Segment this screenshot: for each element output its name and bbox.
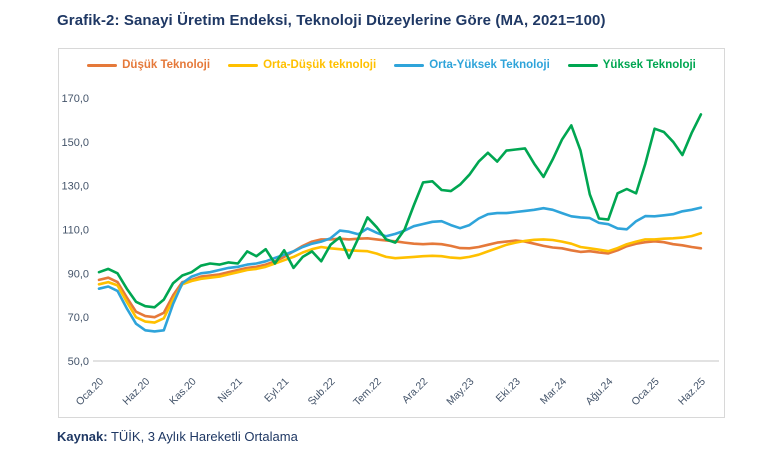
legend-item: Düşük Teknoloji [87,59,210,71]
legend-swatch-icon [87,63,118,67]
x-tick-label: Eki.23 [494,376,523,405]
y-tick-label: 150,0 [61,137,89,149]
x-tick-label: Şub.22 [306,376,338,408]
y-tick-label: 110,0 [62,225,89,237]
x-tick-label: Haz.20 [120,376,152,408]
x-tick-label: Oca.20 [74,376,107,409]
legend-swatch-icon [567,63,598,67]
legend-label: Orta-Düşük teknoloji [263,59,377,71]
x-tick-label: Mar.24 [538,376,569,407]
y-tick-label: 50,0 [68,356,89,368]
chart-title: Grafik-2: Sanayi Üretim Endeksi, Teknolo… [57,12,606,29]
legend-label: Orta-Yüksek Teknoloji [429,59,550,71]
x-tick-label: Ağu.24 [583,376,615,408]
legend-label: Yüksek Teknoloji [602,59,696,71]
y-tick-label: 130,0 [61,181,89,193]
legend-item: Orta-Yüksek Teknoloji [394,59,550,71]
series-line-orta-y-ksek-teknoloji [97,206,703,333]
x-tick-label: Tem.22 [351,376,384,409]
x-tick-label: Nis.21 [215,376,245,406]
source-label: Kaynak: [57,429,108,444]
legend-item: Orta-Düşük teknoloji [228,59,376,71]
y-tick-label: 70,0 [68,312,89,324]
x-tick-label: Eyl.21 [262,376,291,405]
x-tick-label: Ara.22 [400,376,430,406]
series-line-orta-d-k-teknoloji [97,231,703,324]
x-tick-label: Haz.25 [676,376,708,408]
x-tick-label: May.23 [444,376,476,408]
legend-label: Düşük Teknoloji [122,59,211,71]
y-tick-label: 170,0 [61,93,89,105]
source-note: Kaynak: TÜİK, 3 Aylık Hareketli Ortalama [57,429,298,444]
y-tick-label: 90,0 [68,268,89,280]
legend-swatch-icon [228,63,259,67]
chart-legend: Düşük Teknoloji Orta-Düşük teknoloji Orta-… [59,59,724,71]
x-tick-label: Oca.25 [629,376,662,409]
x-tick-label: Kas.20 [167,376,199,408]
chart-card: Düşük Teknoloji Orta-Düşük teknoloji Orta-… [58,48,725,418]
legend-item: Yüksek Teknoloji [567,59,696,71]
series-line-d-k-teknoloji [97,237,703,319]
chart-svg: 50,0 70,0 90,0 110,0 130,0 150,0 170,0 Oca.20 Ha… [61,93,719,409]
series-line-y-ksek-teknoloji [97,113,703,309]
legend-swatch-icon [394,63,425,67]
source-text: TÜİK, 3 Aylık Hareketli Ortalama [107,429,298,444]
